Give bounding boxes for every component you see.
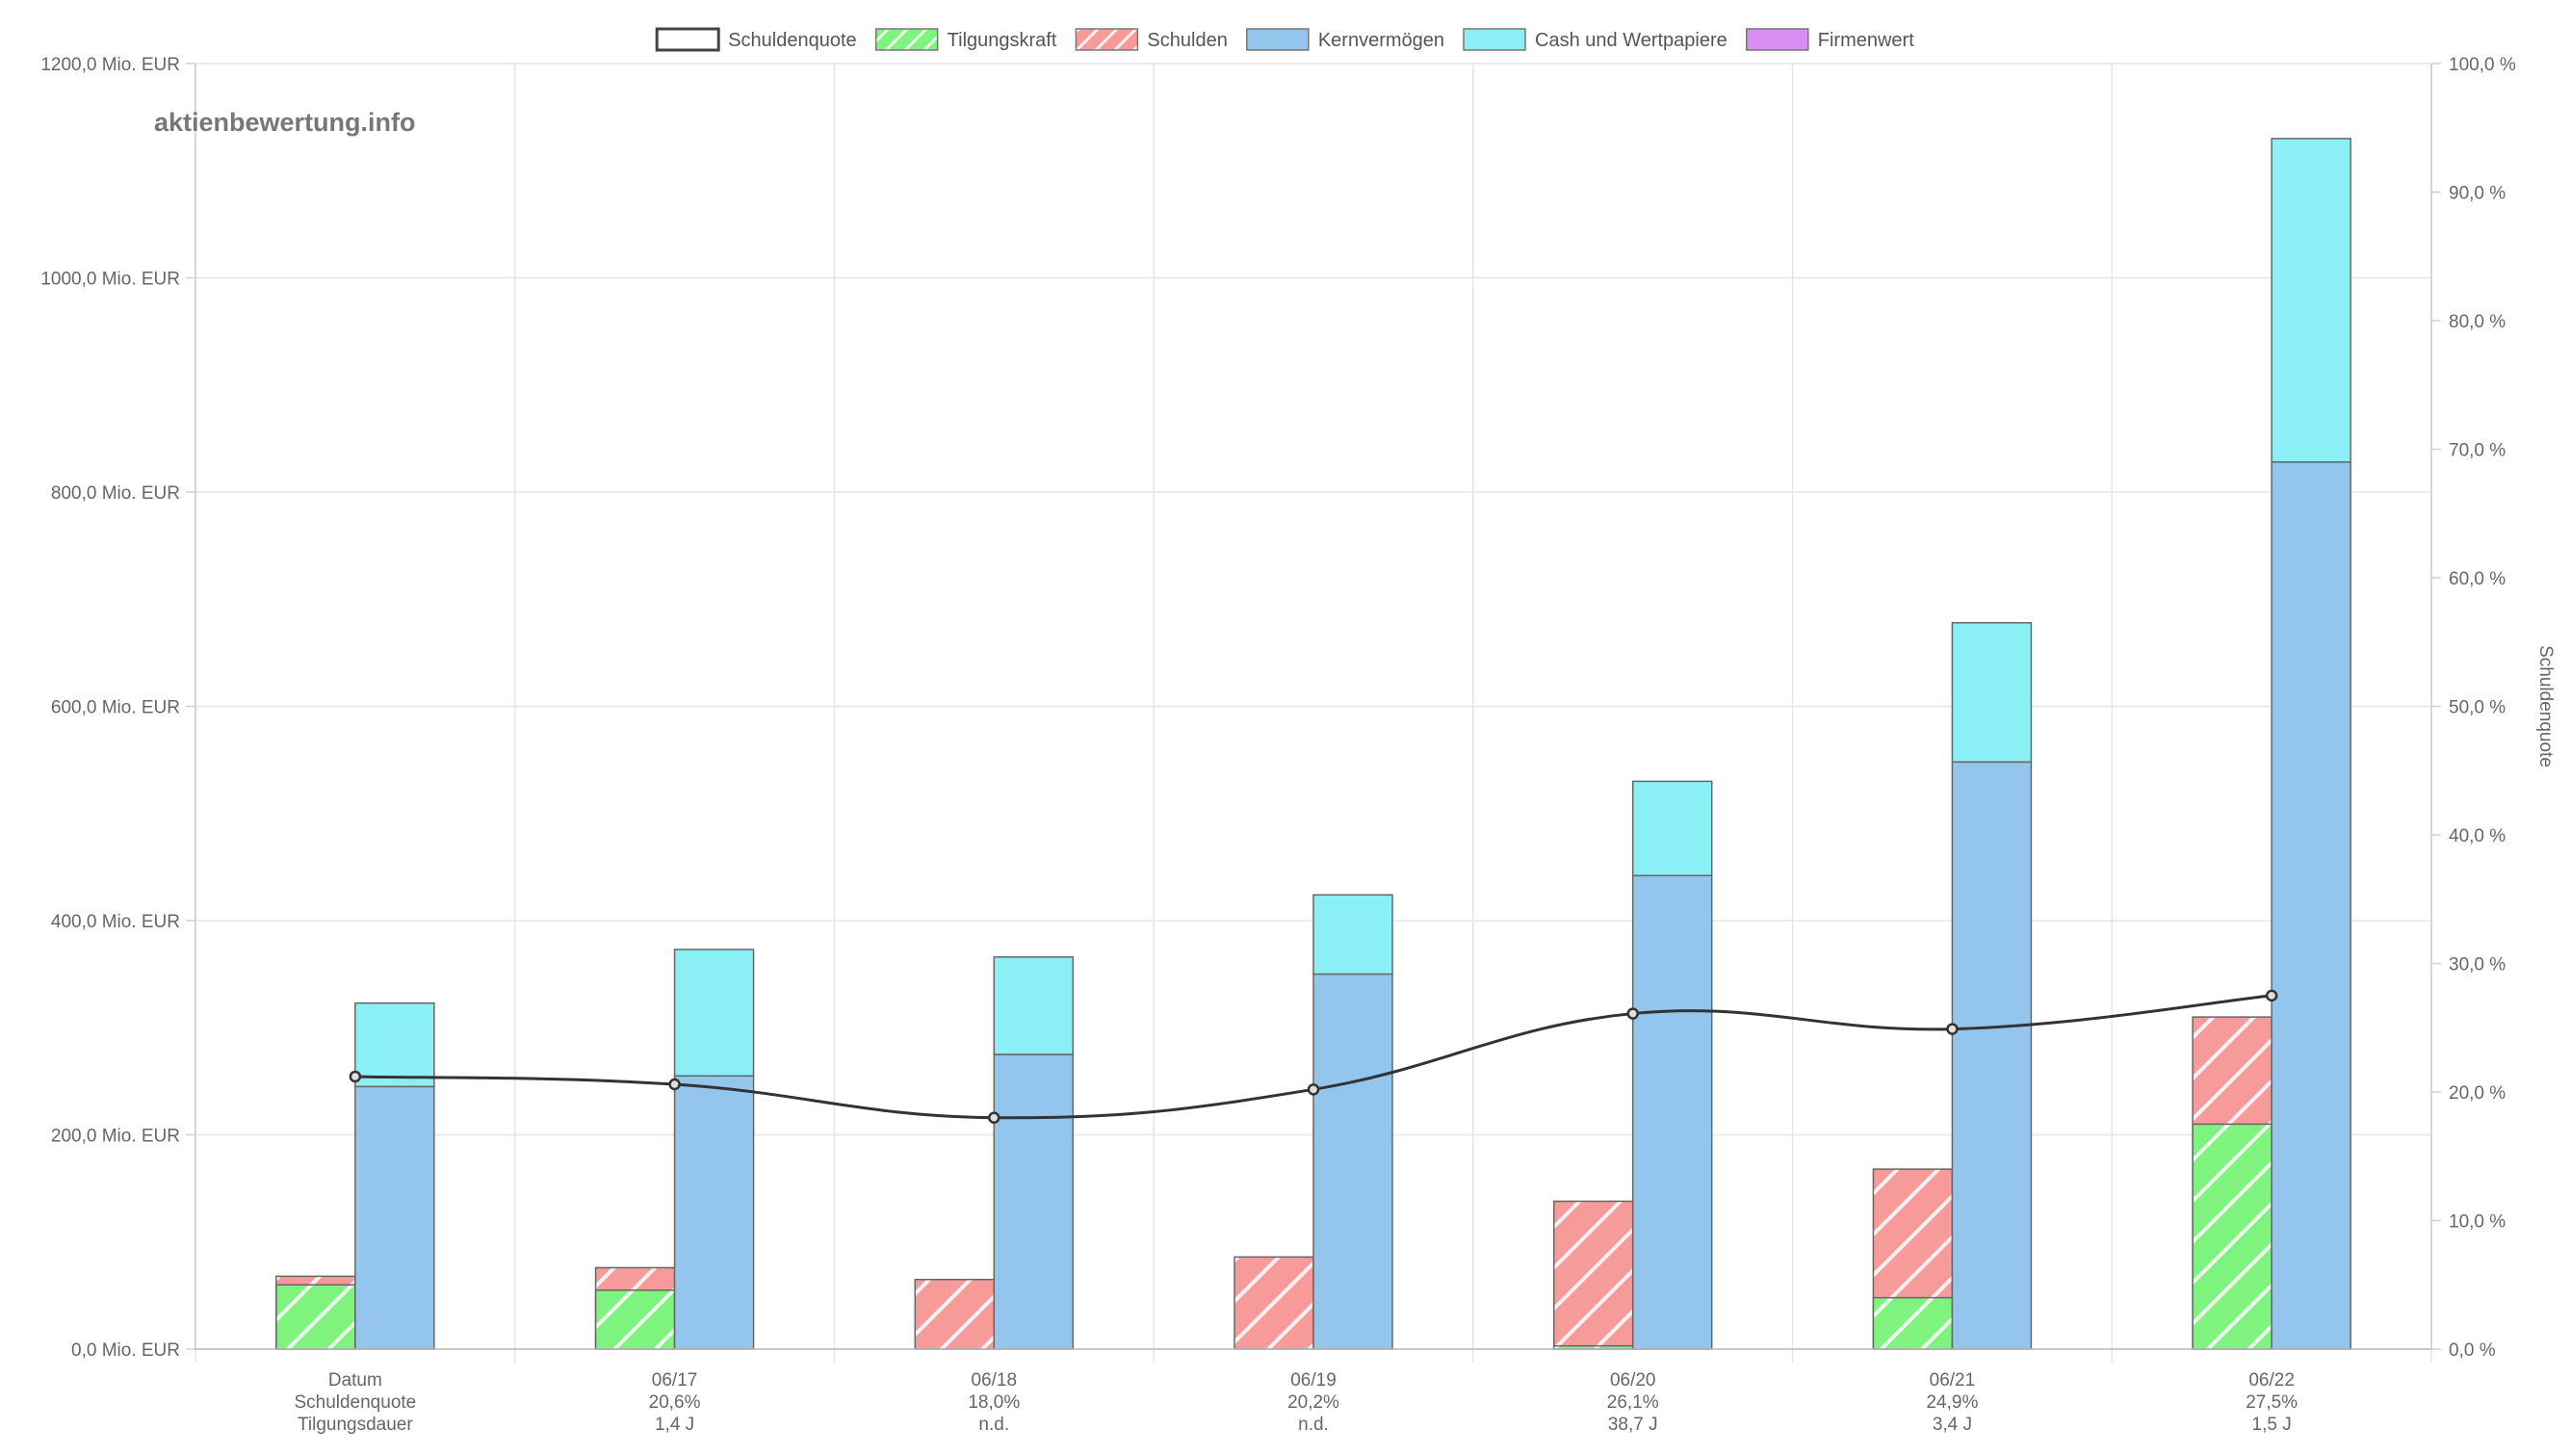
right-tick-label: 50,0 % xyxy=(2449,698,2506,718)
legend-swatch xyxy=(1463,28,1526,51)
left-tick-label: 200,0 Mio. EUR xyxy=(51,1127,180,1147)
kernvermoegen-bar xyxy=(1951,761,2033,1350)
kernvermoegen-bar xyxy=(354,1085,435,1350)
x-tick-label: 1,4 J xyxy=(655,1415,694,1435)
tilgungskraft-bar xyxy=(1872,1296,1954,1350)
cash-wertpapiere-bar xyxy=(1631,780,1713,877)
schuldenquote-point xyxy=(1626,1007,1639,1020)
x-tick-label: 06/19 xyxy=(1290,1370,1337,1391)
tilgungskraft-bar xyxy=(275,1284,356,1350)
legend-swatch xyxy=(1246,28,1310,51)
x-tick-label: 20,2% xyxy=(1287,1392,1339,1413)
right-tick-label: 30,0 % xyxy=(2449,955,2506,975)
x-tick-label: 3,4 J xyxy=(1933,1415,1972,1435)
right-axis-title: Schuldenquote xyxy=(2535,645,2556,767)
x-tick-label: Datum xyxy=(328,1370,382,1391)
right-tick-label: 60,0 % xyxy=(2449,569,2506,589)
schuldenquote-point xyxy=(2265,989,2278,1002)
schuldenquote-point xyxy=(668,1078,681,1091)
legend-label[interactable]: Cash und Wertpapiere xyxy=(1535,30,1727,51)
right-tick-label: 20,0 % xyxy=(2449,1083,2506,1104)
x-tick-label: 06/20 xyxy=(1610,1370,1656,1391)
legend-label[interactable]: Tilgungskraft xyxy=(948,30,1057,51)
left-tick-label: 1000,0 Mio. EUR xyxy=(40,270,180,290)
axes-group: 0,0 Mio. EUR 200,0 Mio. EUR 400,0 Mio. EUR… xyxy=(40,55,2556,1435)
x-tick-label: 24,9% xyxy=(1926,1392,1978,1413)
right-tick-label: 10,0 % xyxy=(2449,1212,2506,1233)
x-tick-label: 20,6% xyxy=(649,1392,701,1413)
schuldenquote-line-group xyxy=(349,989,2278,1124)
x-tick-label: Schuldenquote xyxy=(294,1392,416,1413)
legend-label[interactable]: Kernvermögen xyxy=(1318,30,1444,51)
kernvermoegen-bar xyxy=(1631,874,1713,1350)
right-tick-label: 90,0 % xyxy=(2449,184,2506,204)
legend: Schuldenquote Tilgungskraft Schulden Kernve… xyxy=(655,27,1914,52)
legend-swatch xyxy=(655,27,720,52)
legend-label[interactable]: Schulden xyxy=(1147,30,1227,51)
kernvermoegen-bar xyxy=(2271,461,2351,1350)
schulden-bar xyxy=(1552,1200,1634,1350)
right-tick-label: 80,0 % xyxy=(2449,312,2506,332)
x-tick-label: n.d. xyxy=(1298,1415,1329,1435)
right-tick-label: 70,0 % xyxy=(2449,441,2506,461)
x-tick-label: 06/17 xyxy=(652,1370,698,1391)
watermark-text: aktienbewertung.info xyxy=(154,108,416,137)
legend-label[interactable]: Firmenwert xyxy=(1818,30,1914,51)
x-tick-label: Tilgungsdauer xyxy=(298,1415,413,1435)
cash-wertpapiere-bar xyxy=(993,956,1075,1055)
schuldenquote-point xyxy=(1307,1083,1320,1096)
cash-wertpapiere-bar xyxy=(2271,138,2351,463)
kernvermoegen-bar xyxy=(993,1053,1075,1350)
schuldenquote-point xyxy=(1946,1023,1959,1035)
x-tick-label: 06/18 xyxy=(972,1370,1018,1391)
cash-wertpapiere-bar xyxy=(673,949,755,1078)
legend-swatch xyxy=(1746,28,1809,51)
right-tick-label: 40,0 % xyxy=(2449,826,2506,846)
left-tick-label: 1200,0 Mio. EUR xyxy=(40,55,180,75)
cash-wertpapiere-bar xyxy=(1312,894,1393,975)
left-tick-label: 600,0 Mio. EUR xyxy=(51,698,180,718)
x-tick-label: n.d. xyxy=(978,1415,1009,1435)
schulden-bar xyxy=(914,1278,996,1350)
left-tick-label: 800,0 Mio. EUR xyxy=(51,483,180,504)
x-tick-label: 27,5% xyxy=(2246,1392,2298,1413)
tilgungskraft-bar xyxy=(2192,1123,2272,1350)
schuldenquote-point xyxy=(349,1070,362,1083)
legend-label[interactable]: Schuldenquote xyxy=(728,30,856,51)
tilgungskraft-bar xyxy=(594,1289,676,1350)
x-tick-label: 06/22 xyxy=(2248,1370,2295,1391)
bars-group xyxy=(275,138,2351,1350)
right-tick-label: 0,0 % xyxy=(2449,1340,2496,1361)
legend-swatch xyxy=(1075,28,1139,51)
cash-wertpapiere-bar xyxy=(1951,621,2033,764)
x-tick-label: 06/21 xyxy=(1930,1370,1976,1391)
right-tick-label: 100,0 % xyxy=(2449,55,2516,75)
kernvermoegen-bar xyxy=(1312,973,1393,1350)
x-tick-label: 26,1% xyxy=(1607,1392,1659,1413)
left-tick-label: 400,0 Mio. EUR xyxy=(51,912,180,932)
x-tick-label: 38,7 J xyxy=(1608,1415,1658,1435)
schulden-bar xyxy=(1234,1256,1314,1350)
kernvermoegen-bar xyxy=(673,1075,755,1350)
schuldenquote-point xyxy=(988,1111,1000,1124)
cash-wertpapiere-bar xyxy=(354,1001,435,1088)
legend-swatch xyxy=(874,28,939,51)
left-tick-label: 0,0 Mio. EUR xyxy=(71,1340,180,1361)
grid-lines xyxy=(195,63,2432,1363)
x-tick-label: 18,0% xyxy=(968,1392,1020,1413)
x-tick-label: 1,5 J xyxy=(2252,1415,2292,1435)
